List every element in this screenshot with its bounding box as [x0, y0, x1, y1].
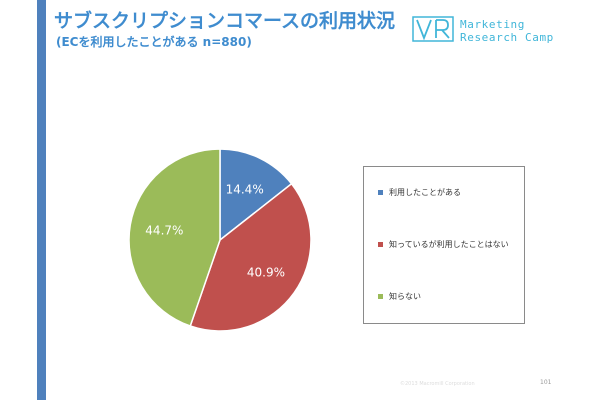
pie-slice [128, 148, 221, 327]
logo-mark-icon [412, 16, 454, 42]
logo-text-line1: Marketing [460, 18, 526, 31]
legend-item: 利用したことがある [378, 187, 461, 198]
page-number: 101 [540, 379, 552, 386]
accent-bar [37, 0, 46, 400]
page-title: サブスクリプションコマースの利用状況 [54, 10, 396, 32]
slice-value-label: 40.9% [247, 266, 285, 280]
legend-swatch [378, 242, 383, 247]
page-subtitle: (ECを利用したことがある n=880) [56, 35, 252, 49]
legend-item: 知らない [378, 291, 421, 302]
slice-value-label: 44.7% [145, 224, 183, 238]
chart-legend: 利用したことがある 知っているが利用したことはない 知らない [363, 166, 525, 324]
legend-item: 知っているが利用したことはない [378, 239, 509, 250]
legend-label: 知っているが利用したことはない [389, 240, 509, 249]
legend-swatch [378, 294, 383, 299]
legend-label: 知らない [389, 292, 421, 301]
copyright-note: ©2013 Macromill Corporation [400, 381, 475, 387]
pie-slice [189, 182, 312, 332]
legend-swatch [378, 190, 383, 195]
legend-label: 利用したことがある [389, 188, 461, 197]
slice-value-label: 14.4% [226, 182, 264, 196]
brand-logo: Marketing Research Camp [412, 14, 572, 44]
logo-text-line2: Research Camp [460, 31, 554, 44]
pie-chart: 14.4% 40.9% 44.7% [128, 148, 312, 332]
pie-slice [219, 148, 293, 242]
